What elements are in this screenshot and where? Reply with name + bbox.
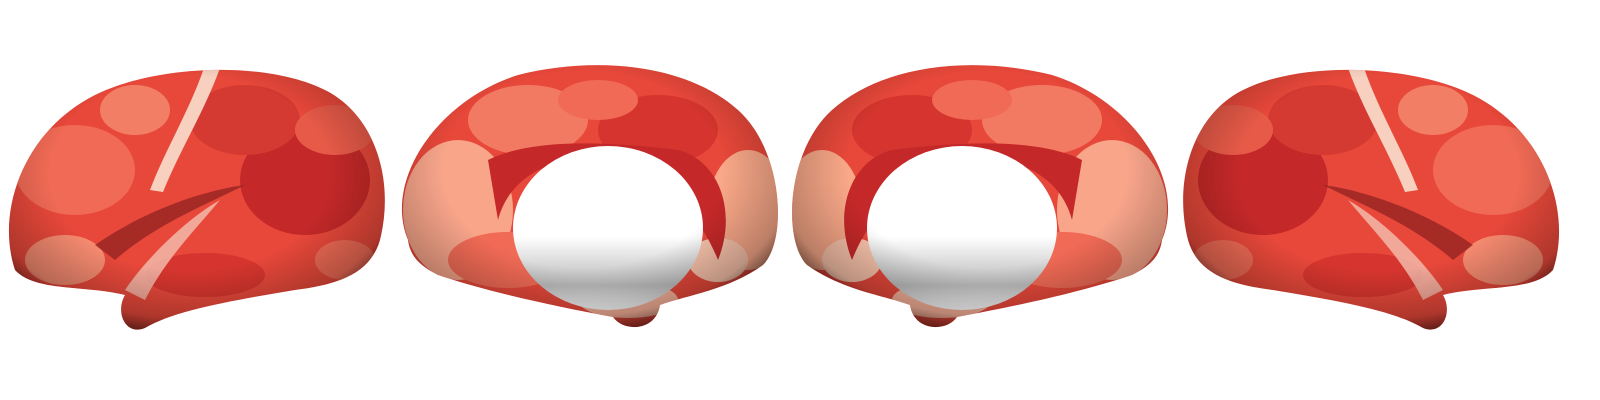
lateral-left [8, 69, 385, 330]
medial-right [792, 65, 1169, 328]
lateral-right [1183, 69, 1560, 330]
medial-left [401, 65, 778, 328]
